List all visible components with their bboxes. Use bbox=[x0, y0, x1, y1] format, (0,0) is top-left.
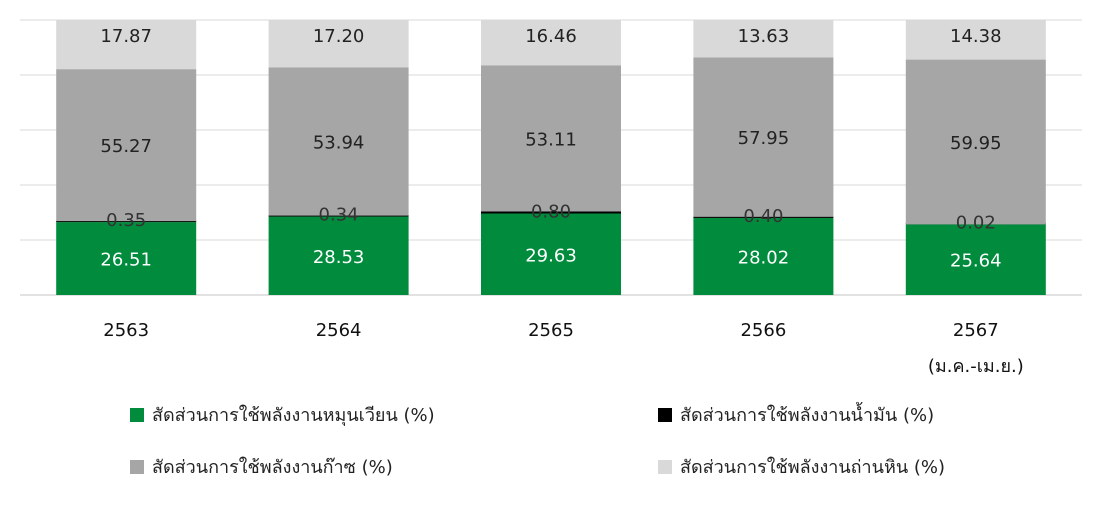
value-label-coal-2566: 13.63 bbox=[738, 26, 790, 47]
value-label-gas-2566: 57.95 bbox=[738, 128, 790, 149]
value-label-oil-2564: 0.34 bbox=[319, 205, 359, 226]
value-label-gas-2564: 53.94 bbox=[313, 132, 365, 153]
bar-gas-2566 bbox=[693, 57, 834, 217]
bar-renewable-2564 bbox=[268, 216, 409, 295]
value-label-oil-2566: 0.40 bbox=[743, 206, 783, 227]
bar-oil-2563 bbox=[56, 220, 197, 223]
value-label-oil-2567: 0.02 bbox=[956, 212, 996, 233]
bar-renewable-2567 bbox=[905, 224, 1046, 295]
bar-oil-2564 bbox=[268, 215, 409, 217]
bars bbox=[56, 19, 1046, 295]
bar-oil-2566 bbox=[693, 216, 834, 218]
x-axis: 2563 2564 2565 2566 2567 (ม.ค.-เม.ย.) bbox=[103, 320, 1023, 377]
value-label-renewable-2567: 25.64 bbox=[950, 251, 1002, 272]
bar-gas-2563 bbox=[56, 69, 197, 222]
bar-renewable-2563 bbox=[56, 222, 197, 295]
x-tick-label-2565: 2565 bbox=[528, 320, 574, 341]
bar-coal-2566 bbox=[693, 20, 834, 58]
bar-gas-2564 bbox=[268, 67, 409, 216]
value-label-gas-2563: 55.27 bbox=[100, 136, 152, 157]
value-label-oil-2563: 0.35 bbox=[106, 210, 146, 231]
bar-gas-2565 bbox=[481, 65, 621, 212]
value-label-coal-2563: 17.87 bbox=[100, 26, 152, 47]
x-tick-label-2564: 2564 bbox=[316, 320, 362, 341]
bar-coal-2563 bbox=[56, 20, 197, 70]
bar-renewable-2565 bbox=[481, 213, 621, 295]
bar-coal-2567 bbox=[905, 20, 1046, 60]
value-labels: 26.51 0.35 55.27 17.87 28.53 0.34 53.94 17.20 29… bbox=[100, 26, 1001, 272]
value-label-renewable-2564: 28.53 bbox=[313, 247, 365, 268]
value-label-gas-2567: 59.95 bbox=[950, 133, 1002, 154]
x-tick-note-2567: (ม.ค.-เม.ย.) bbox=[928, 356, 1024, 377]
x-tick-label-2563: 2563 bbox=[103, 320, 149, 341]
bar-oil-2565 bbox=[481, 211, 621, 214]
value-label-gas-2565: 53.11 bbox=[525, 129, 577, 150]
value-label-coal-2564: 17.20 bbox=[313, 26, 365, 47]
value-label-renewable-2566: 28.02 bbox=[738, 247, 790, 268]
value-label-renewable-2563: 26.51 bbox=[100, 250, 152, 271]
bar-coal-2564 bbox=[268, 19, 409, 68]
value-label-coal-2565: 16.46 bbox=[525, 26, 577, 47]
value-label-oil-2565: 0.80 bbox=[531, 202, 571, 223]
value-label-renewable-2565: 29.63 bbox=[525, 245, 577, 266]
bar-coal-2565 bbox=[481, 20, 621, 66]
x-tick-label-2567: 2567 bbox=[953, 320, 999, 341]
bar-gas-2567 bbox=[905, 59, 1046, 225]
bar-renewable-2566 bbox=[693, 217, 834, 295]
value-label-coal-2567: 14.38 bbox=[950, 26, 1002, 47]
x-tick-label-2566: 2566 bbox=[740, 320, 786, 341]
